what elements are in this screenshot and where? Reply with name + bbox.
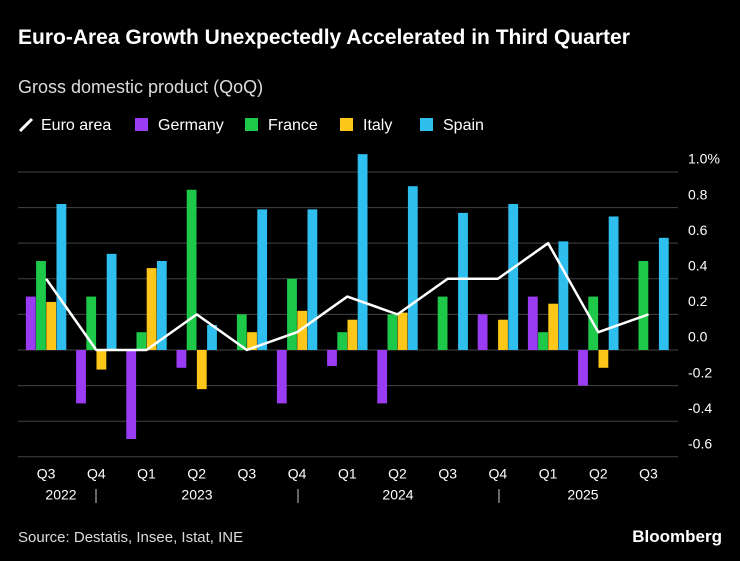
bar: [548, 303, 559, 350]
bar: [25, 296, 36, 350]
x-tick-label: Q2: [388, 466, 407, 482]
x-year-label: 2023: [181, 487, 212, 503]
bar: [327, 349, 337, 367]
bar: [377, 349, 388, 404]
bar: [387, 314, 398, 350]
bar: [76, 349, 86, 404]
bar: [498, 319, 508, 350]
x-tick-label: Q3: [438, 466, 457, 482]
x-year-label: 2024: [382, 487, 413, 503]
legend-swatch: [135, 118, 148, 131]
legend-label: Italy: [363, 117, 392, 134]
bar: [458, 212, 468, 350]
legend-label: Euro area: [41, 117, 111, 134]
bar: [126, 349, 137, 439]
x-tick-label: Q3: [37, 466, 56, 482]
bar: [508, 204, 519, 350]
bar: [196, 349, 207, 390]
legend-swatch: [245, 118, 258, 131]
bar: [437, 296, 448, 350]
bar: [36, 260, 46, 350]
bar: [598, 349, 609, 368]
bar: [658, 237, 669, 350]
bar: [297, 310, 308, 350]
bar: [527, 296, 538, 350]
x-tick-label: Q4: [489, 466, 508, 482]
line-series: [45, 241, 649, 352]
bar: [558, 241, 569, 350]
bar: [236, 314, 247, 350]
y-tick-label: 0.2: [688, 293, 708, 309]
legend-swatch: [420, 118, 433, 131]
bar: [207, 325, 217, 350]
y-tick-label: 1.0%: [688, 151, 720, 167]
bar: [176, 349, 187, 368]
bar: [578, 349, 588, 386]
x-tick-label: Q1: [338, 466, 357, 482]
y-tick-label: -0.2: [688, 364, 712, 380]
y-tick-label: 0.8: [688, 186, 708, 202]
x-tick-label: Q1: [539, 466, 558, 482]
x-tick-label: Q3: [639, 466, 658, 482]
legend-swatch: [18, 117, 34, 133]
brand: Bloomberg: [632, 527, 722, 546]
bar: [397, 312, 408, 350]
bar: [337, 332, 348, 350]
bar: [186, 189, 197, 350]
x-year-label: 2025: [567, 487, 598, 503]
chart-subtitle: Gross domestic product (QoQ): [18, 77, 264, 97]
legend-swatch: [340, 118, 353, 131]
bar: [46, 301, 57, 350]
y-tick-label: 0.4: [688, 257, 708, 273]
bar: [106, 253, 117, 350]
bar: [156, 260, 167, 350]
x-year-label: 2022: [45, 487, 76, 503]
y-tick-label: -0.6: [688, 436, 712, 452]
x-tick-label: Q2: [187, 466, 206, 482]
y-tick-label: 0.0: [688, 329, 708, 345]
x-tick-label: Q2: [589, 466, 608, 482]
legend-label: France: [268, 117, 318, 134]
source: Source: Destatis, Insee, Istat, INE: [18, 529, 244, 546]
bar: [136, 332, 147, 350]
legend-label: Spain: [443, 117, 484, 134]
bar: [56, 204, 67, 350]
bar: [477, 314, 488, 350]
bar: [96, 349, 107, 370]
bar: [307, 209, 318, 350]
bar: [638, 260, 649, 350]
bar: [347, 319, 358, 350]
bar: [247, 332, 257, 350]
legend-label: Germany: [158, 117, 224, 134]
bar: [276, 349, 287, 404]
bar: [357, 154, 368, 350]
y-tick-label: 0.6: [688, 222, 708, 238]
bar: [287, 278, 297, 350]
bar: [146, 268, 157, 350]
x-tick-label: Q4: [288, 466, 307, 482]
x-tick-label: Q4: [87, 466, 106, 482]
bar: [608, 216, 619, 350]
bar: [407, 186, 418, 350]
bar: [257, 209, 268, 350]
bar: [86, 296, 97, 350]
chart-title: Euro-Area Growth Unexpectedly Accelerate…: [18, 26, 630, 49]
y-tick-label: -0.4: [688, 400, 712, 416]
x-tick-label: Q1: [137, 466, 156, 482]
bar: [538, 332, 548, 350]
x-tick-label: Q3: [238, 466, 257, 482]
